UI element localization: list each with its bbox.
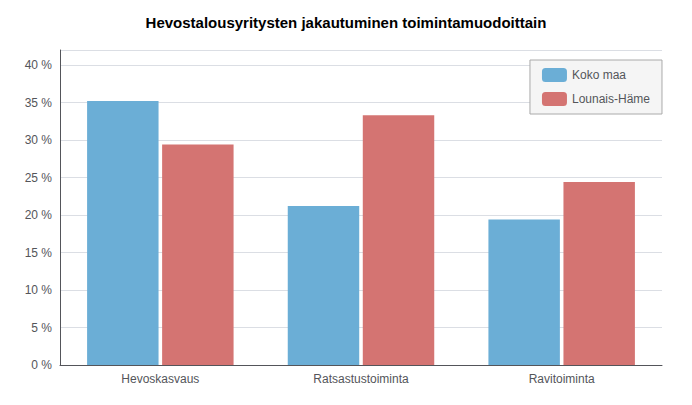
svg-text:15 %: 15 % xyxy=(25,246,53,260)
svg-text:30 %: 30 % xyxy=(25,133,53,147)
svg-text:10 %: 10 % xyxy=(25,283,53,297)
svg-text:35 %: 35 % xyxy=(25,96,53,110)
svg-text:Hevostalousyritysten jakautumi: Hevostalousyritysten jakautuminen toimin… xyxy=(146,14,547,31)
svg-text:Hevoskasvaus: Hevoskasvaus xyxy=(121,372,199,386)
svg-text:Koko maa: Koko maa xyxy=(572,68,626,82)
svg-text:Ravitoiminta: Ravitoiminta xyxy=(529,372,595,386)
svg-text:0 %: 0 % xyxy=(31,358,52,372)
svg-text:25 %: 25 % xyxy=(25,171,53,185)
svg-text:40 %: 40 % xyxy=(25,58,53,72)
svg-text:20 %: 20 % xyxy=(25,208,53,222)
svg-text:Lounais-Häme: Lounais-Häme xyxy=(572,92,650,106)
svg-text:Ratsastustoiminta: Ratsastustoiminta xyxy=(313,372,409,386)
svg-text:5 %: 5 % xyxy=(31,321,52,335)
